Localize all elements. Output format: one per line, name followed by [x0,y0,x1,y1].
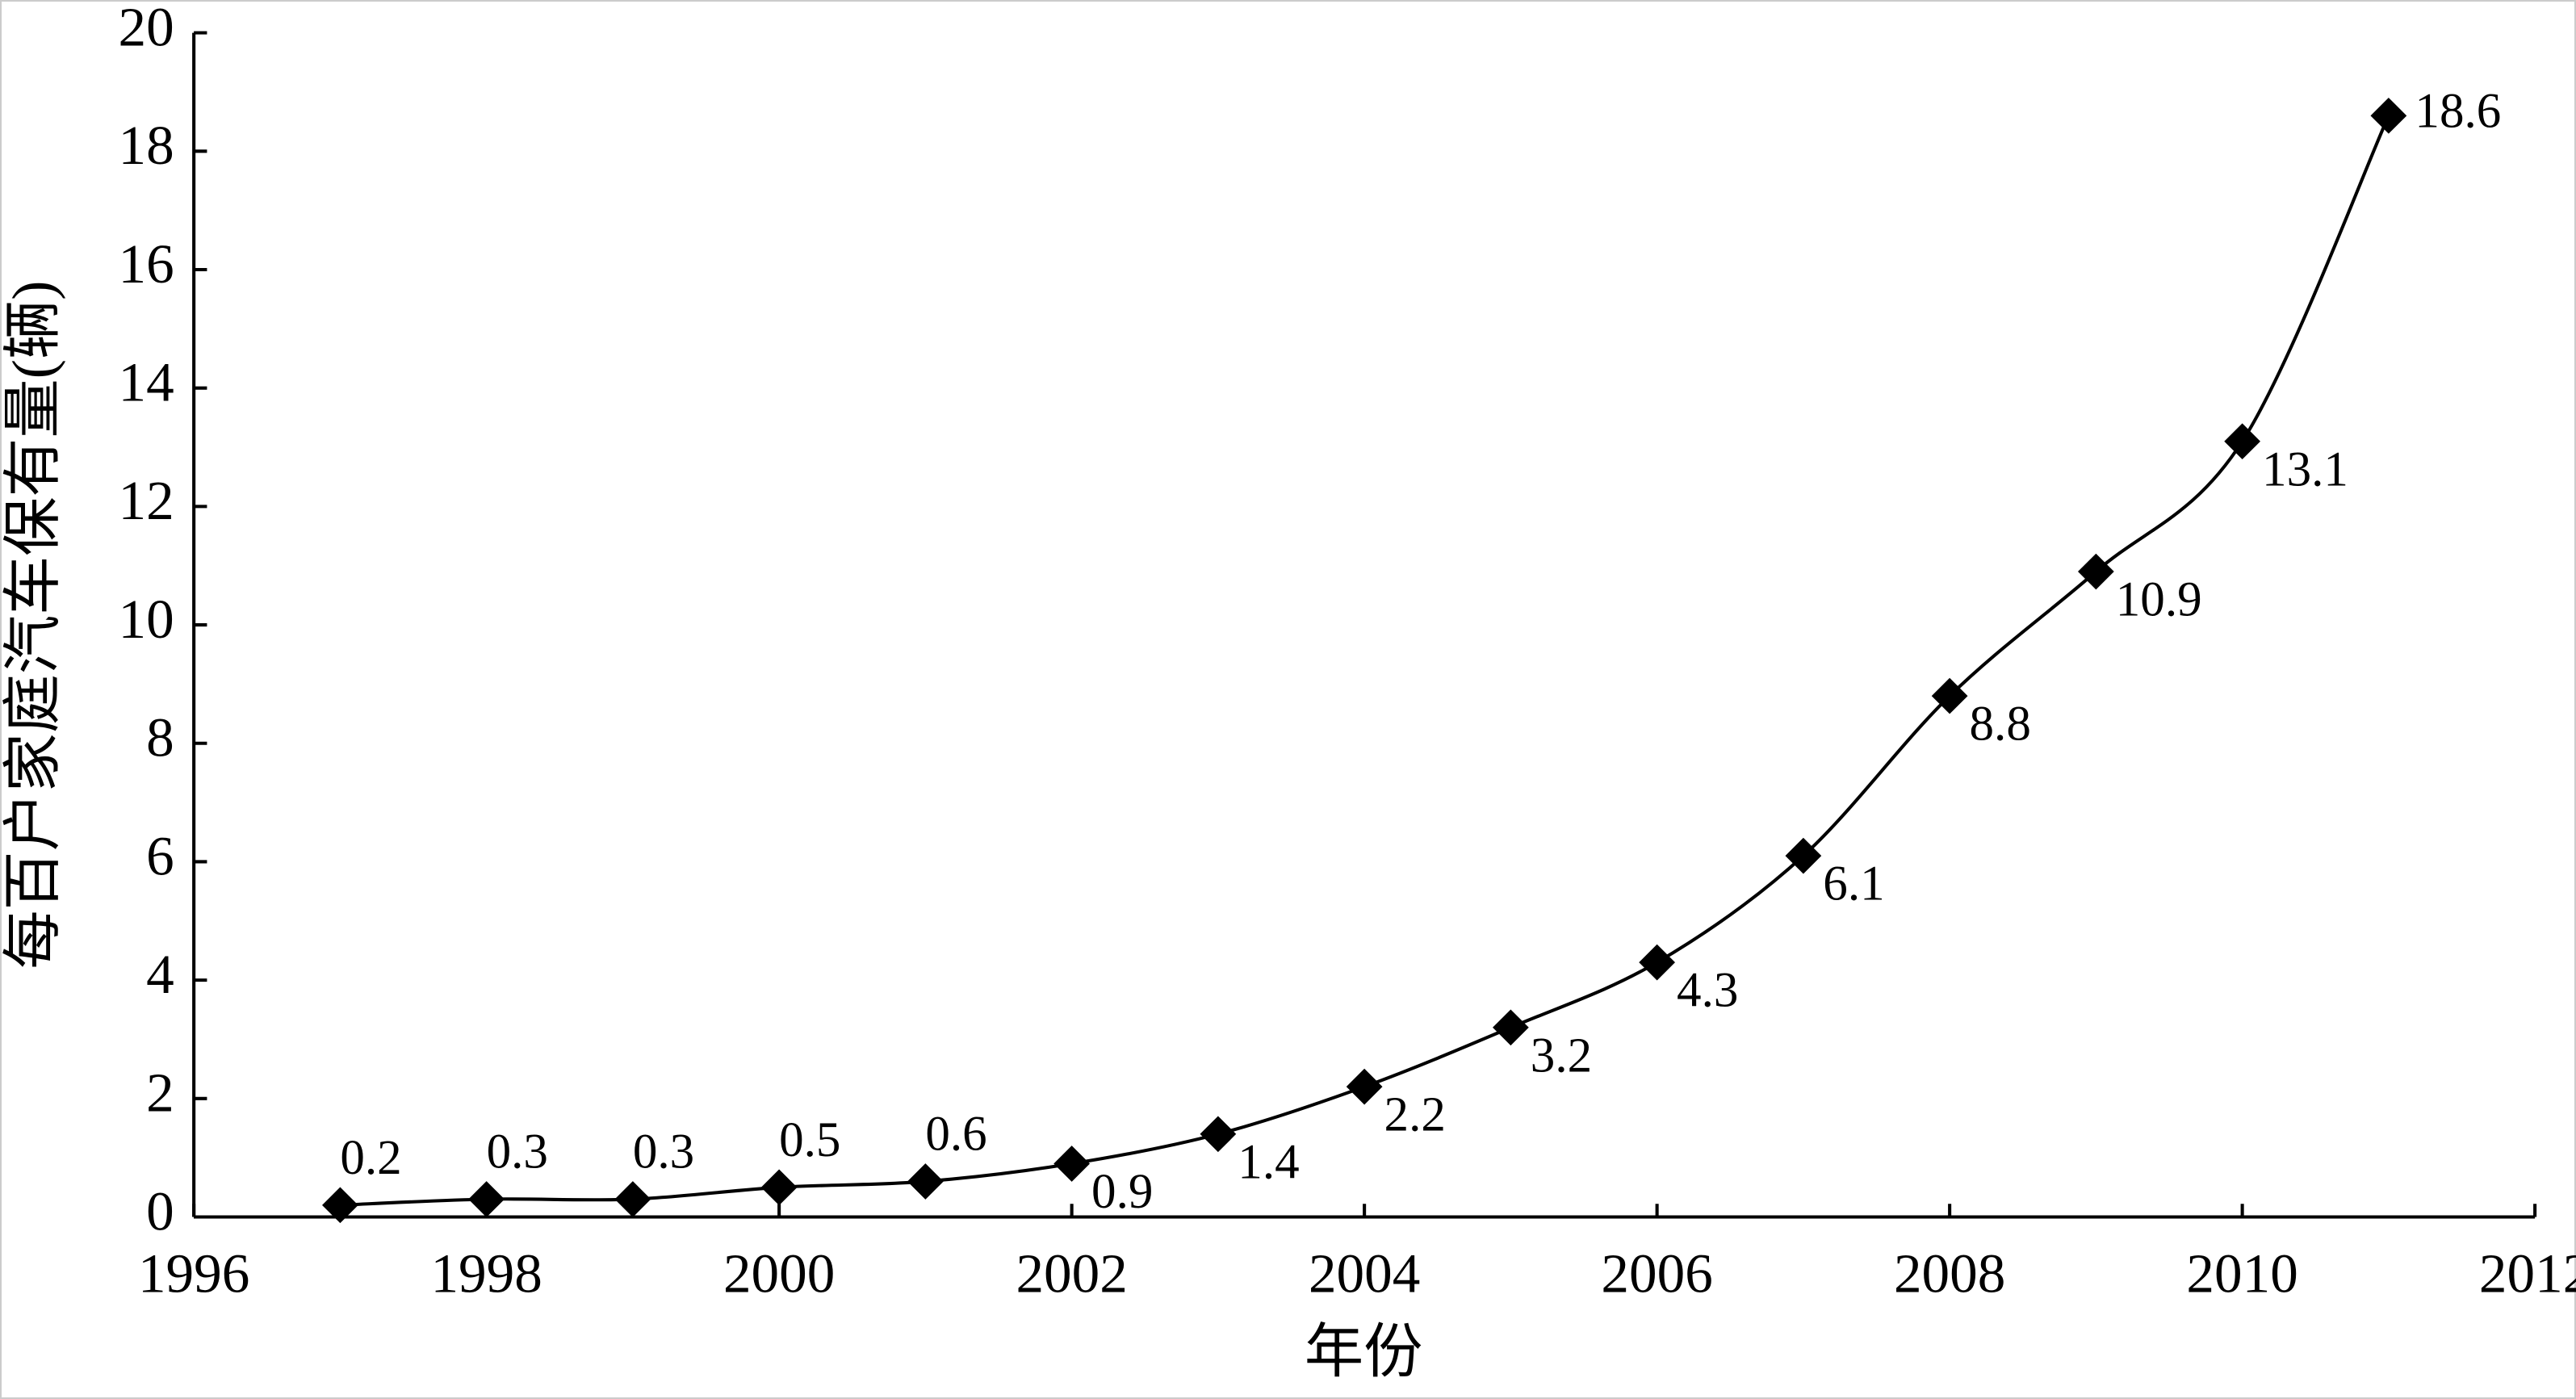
x-tick-label: 2008 [1894,1242,2005,1305]
data-label: 0.3 [633,1125,694,1179]
x-tick-label: 2006 [1601,1242,1712,1305]
y-tick-label: 4 [146,943,174,1005]
data-label: 3.2 [1531,1028,1592,1083]
x-tick-label: 2004 [1309,1242,1420,1305]
marker [1931,677,1968,714]
y-tick-label: 6 [146,824,174,886]
data-label: 4.3 [1677,964,1738,1018]
marker [1200,1116,1237,1153]
y-tick-label: 20 [119,0,174,57]
y-tick-label: 12 [119,469,174,531]
marker [1053,1146,1091,1182]
x-tick-label: 1998 [430,1242,542,1305]
data-label: 13.1 [2262,442,2348,496]
marker [1492,1009,1529,1046]
x-axis-title: 年份 [1305,1319,1423,1384]
data-label: 6.1 [1823,857,1884,911]
y-tick-label: 2 [146,1062,174,1124]
data-label: 1.4 [1238,1135,1299,1189]
data-label: 8.8 [1970,697,2031,752]
marker [1785,837,1822,874]
y-tick-label: 16 [119,232,174,295]
data-label: 2.2 [1384,1088,1446,1142]
x-tick-label: 2010 [2186,1242,2297,1305]
data-label: 0.6 [925,1108,986,1162]
marker [1346,1068,1383,1105]
marker [760,1169,798,1206]
data-label: 0.5 [779,1113,840,1167]
marker [2077,553,2114,590]
data-label: 10.9 [2116,573,2202,627]
x-tick-label: 2002 [1016,1242,1127,1305]
marker [907,1163,944,1200]
data-label: 18.6 [2415,84,2501,138]
y-tick-label: 18 [119,114,174,176]
data-label: 0.9 [1091,1165,1153,1219]
data-label: 0.3 [487,1125,548,1179]
y-axis-title: 每百户家庭汽车保有量(辆) [1,281,66,970]
y-tick-label: 14 [119,351,174,413]
y-tick-label: 0 [146,1179,174,1242]
x-tick-label: 2000 [723,1242,835,1305]
x-tick-label: 2012 [2479,1242,2576,1305]
data-label: 0.2 [340,1131,401,1185]
y-tick-label: 10 [119,588,174,650]
y-tick-label: 8 [146,706,174,769]
marker [2224,423,2261,460]
marker [322,1187,358,1224]
x-tick-label: 1996 [138,1242,249,1305]
